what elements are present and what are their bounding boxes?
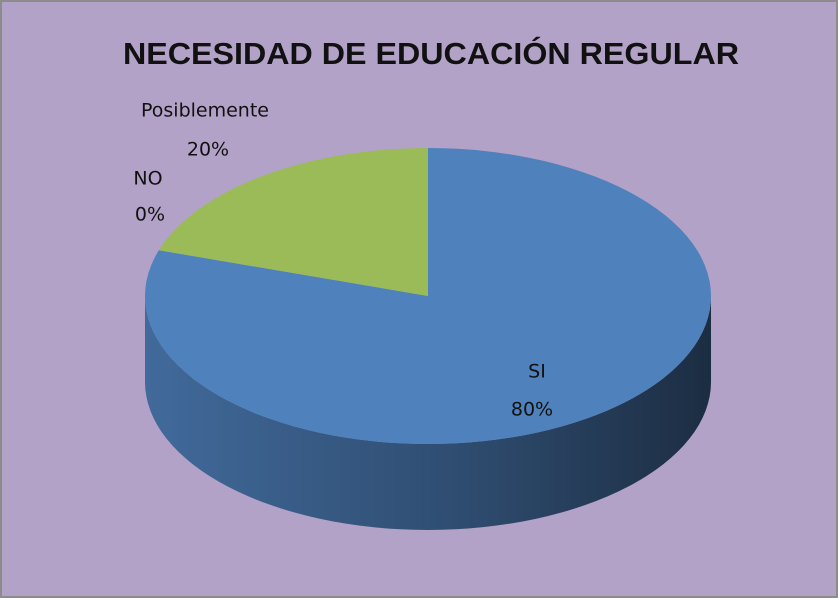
slice-value-label: 80% (511, 399, 553, 421)
pie-sides (145, 296, 711, 530)
slice-value-label: 0% (135, 204, 165, 226)
pie-slice (158, 148, 428, 296)
slice-label: Posiblemente (141, 100, 269, 122)
chart-title: NECESIDAD DE EDUCACIÓN REGULAR (123, 35, 739, 71)
slice-side (145, 296, 711, 530)
pie-slice (158, 250, 428, 296)
slice-label: SI (528, 361, 546, 383)
pie-slice (145, 148, 712, 444)
slice-value-label: 20% (187, 139, 229, 161)
slice-label: NO (133, 168, 162, 190)
